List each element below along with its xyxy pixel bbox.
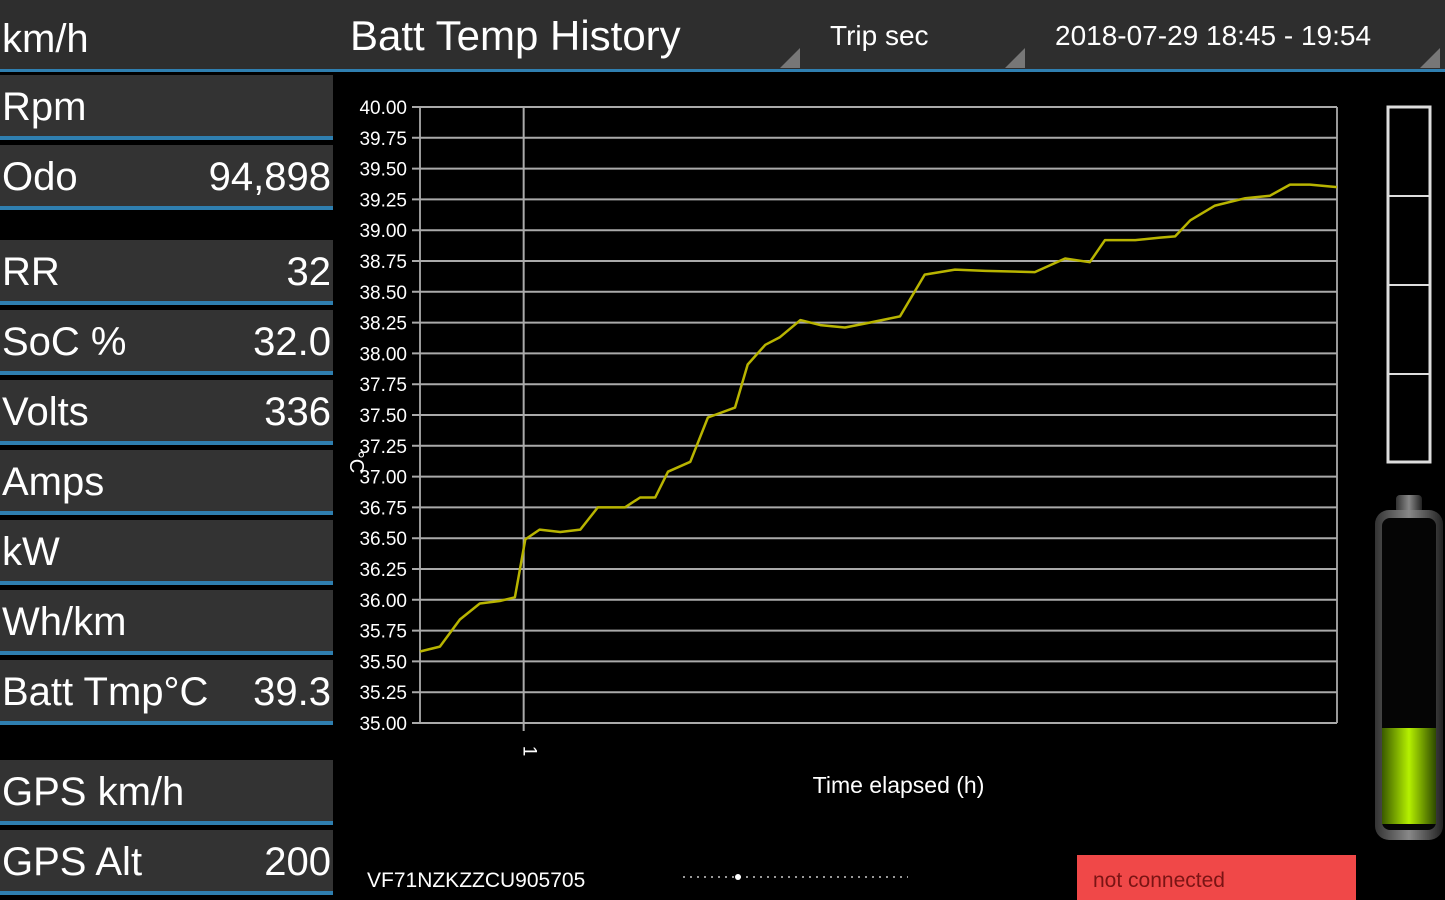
y-tick-label: 39.50 <box>359 160 407 181</box>
readout-row: GPS km/h <box>0 760 333 825</box>
readout-label: SoC % <box>2 320 127 364</box>
readout-label: Odo <box>2 155 78 199</box>
y-tick-label: 37.25 <box>359 437 407 458</box>
readout-row: RR 32 <box>0 240 333 305</box>
y-tick-label: 38.00 <box>359 344 407 365</box>
y-tick-label: 35.75 <box>359 622 407 643</box>
y-tick-label: 37.75 <box>359 375 407 396</box>
x-axis-label: Time elapsed (h) <box>813 772 985 798</box>
readout-label: GPS km/h <box>2 770 185 814</box>
readout-label: GPS Alt <box>2 840 143 884</box>
y-tick-label: 37.00 <box>359 468 407 489</box>
vin: VF71NZKZZCU905705 <box>367 869 585 892</box>
readout-row: SoC % 32.0 <box>0 310 333 375</box>
battery-icon <box>1375 495 1443 840</box>
y-tick-label: 38.25 <box>359 314 407 335</box>
spinner-arrow <box>1005 48 1025 68</box>
readout-row: Wh/km <box>0 590 333 655</box>
y-tick-label: 39.75 <box>359 129 407 150</box>
spinner-arrow <box>780 48 800 68</box>
y-tick-label: 40.00 <box>359 98 407 119</box>
readout-label: Batt Tmp°C <box>2 670 209 714</box>
top-bar <box>0 0 1445 69</box>
y-tick-label: 35.50 <box>359 652 407 673</box>
readout-row: Batt Tmp°C 39.3 <box>0 660 333 725</box>
readout-value: 200 <box>264 840 331 884</box>
mode[interactable]: Trip sec <box>830 20 929 51</box>
readout-row: Amps <box>0 450 333 515</box>
y-tick-label: 36.00 <box>359 591 407 612</box>
readout-row: GPS Alt 200 <box>0 830 333 895</box>
readout-label: Amps <box>2 460 105 504</box>
y-tick-label: 39.00 <box>359 221 407 242</box>
y-tick-label: 36.25 <box>359 560 407 581</box>
readout-row: kW <box>0 520 333 585</box>
readout-label: Rpm <box>2 85 87 129</box>
status: not connected <box>1093 869 1225 892</box>
slider-thumb[interactable] <box>735 874 741 880</box>
y-tick-label: 36.75 <box>359 498 407 519</box>
readout-value: 39.3 <box>253 670 331 714</box>
top-bar-divider <box>0 69 1445 72</box>
y-tick-label: 38.75 <box>359 252 407 273</box>
y-axis-label: °C <box>345 451 367 473</box>
readout-value: 336 <box>264 390 331 434</box>
y-tick-label: 35.25 <box>359 683 407 704</box>
y-tick-label: 35.00 <box>359 714 407 735</box>
y-tick-label: 37.50 <box>359 406 407 427</box>
y-tick-label: 39.25 <box>359 190 407 211</box>
y-tick-label: 38.50 <box>359 283 407 304</box>
readout-row: Volts 336 <box>0 380 333 445</box>
readout-value: 32 <box>286 250 332 294</box>
readout-value: 94,898 <box>208 155 331 199</box>
readout-label: kW <box>2 530 60 574</box>
readout-row: Odo 94,898 <box>0 145 333 210</box>
y-tick-label: 36.50 <box>359 529 407 550</box>
data-line <box>419 183 1338 653</box>
readout-row: Rpm <box>0 75 333 140</box>
time-range[interactable]: 2018-07-29 18:45 - 19:54 <box>1055 20 1371 51</box>
gauge <box>1386 105 1432 464</box>
readout-value: 32.0 <box>253 320 331 364</box>
readout-label: Wh/km <box>2 600 127 644</box>
status-box <box>1077 855 1356 900</box>
spinner-arrow <box>1420 48 1440 68</box>
readout-label: RR <box>2 250 60 294</box>
x-tick-label: 1 <box>519 746 540 757</box>
readout-label: Volts <box>2 390 89 434</box>
chart-title[interactable]: Batt Temp History <box>350 12 681 59</box>
unit[interactable]: km/h <box>2 17 89 61</box>
